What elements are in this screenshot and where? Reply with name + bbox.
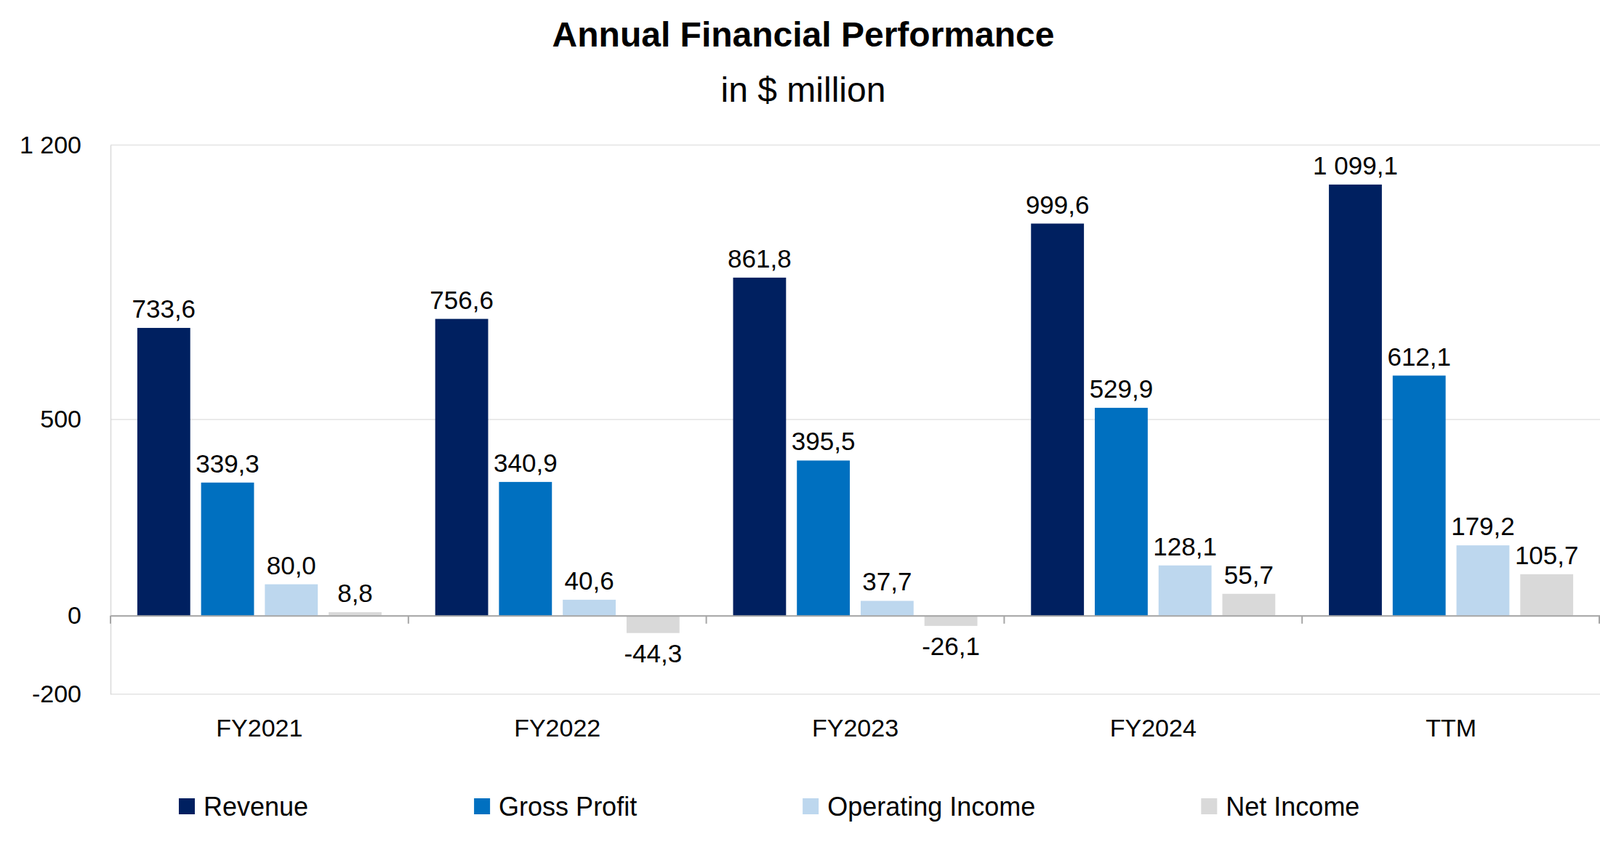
y-tick-label: 500 [39, 404, 82, 433]
bar [201, 482, 255, 616]
data-label: 1 099,1 [1312, 151, 1398, 180]
legend-swatch [473, 798, 490, 815]
x-tick-label: TTM [1425, 713, 1477, 742]
category-separator [705, 615, 708, 624]
bar [435, 319, 489, 616]
data-label: 612,1 [1387, 342, 1451, 371]
bar [562, 599, 616, 616]
data-label: 756,6 [429, 285, 494, 315]
data-label: 179,2 [1450, 511, 1515, 541]
bar [626, 615, 680, 634]
x-tick: FY2021 [215, 713, 303, 742]
y-tick-label: 1 200 [19, 130, 82, 159]
data-label: -44,3 [623, 638, 682, 668]
y-tick: 0 [67, 601, 111, 629]
data-label: 733,6 [131, 294, 196, 323]
legend-item: Operating Income [802, 791, 1036, 822]
bar [1094, 407, 1148, 616]
y-tick: 1 200 [19, 130, 111, 159]
bar [137, 327, 191, 616]
data-label: 999,6 [1025, 190, 1090, 219]
bar [1392, 375, 1446, 616]
legend-label: Gross Profit [498, 791, 637, 822]
data-label: 40,6 [564, 566, 615, 595]
series [328, 574, 1574, 634]
legend-label: Revenue [203, 791, 309, 822]
legend-item: Revenue [178, 791, 309, 822]
legend-swatch [802, 798, 819, 815]
series [137, 184, 1382, 616]
y-axis-line [110, 145, 112, 695]
data-label: 340,9 [493, 448, 558, 477]
bar [1520, 574, 1574, 616]
legend-swatch [178, 798, 195, 815]
y-tick-label: -200 [31, 679, 82, 708]
category-separator [1003, 615, 1005, 624]
bar [732, 277, 786, 616]
legend-item: Net Income [1200, 791, 1360, 822]
y-tick: -200 [31, 679, 111, 708]
data-label: 861,8 [727, 244, 792, 273]
bar [264, 584, 318, 616]
bar [1456, 545, 1510, 616]
bar [1328, 184, 1382, 616]
data-label: 55,7 [1224, 560, 1274, 589]
subtitle: in $ million [721, 70, 887, 110]
data-label: 529,9 [1089, 374, 1154, 403]
legend-label: Net Income [1225, 791, 1360, 822]
x-tick-label: FY2022 [513, 713, 601, 742]
series [264, 545, 1510, 616]
legend-label: Operating Income [827, 791, 1036, 822]
bar [498, 481, 552, 616]
chart: Annual Financial Performance in $ million… [0, 0, 1600, 847]
grid [110, 144, 1600, 694]
x-tick: TTM [1425, 713, 1477, 742]
category-separator [1598, 615, 1600, 624]
category-separator [407, 615, 410, 624]
data-label: -26,1 [921, 631, 980, 661]
bar [924, 615, 978, 626]
x-tick-label: FY2021 [215, 713, 303, 742]
x-tick: FY2024 [1110, 713, 1197, 742]
legend-swatch [1200, 798, 1217, 815]
series [201, 375, 1446, 616]
bar [860, 600, 914, 615]
data-label: 105,7 [1514, 540, 1579, 570]
y-axis: 1 200 500 0 -200 [19, 130, 112, 708]
x-axis: FY2021 FY2022 FY2023 FY2024 TTM [110, 615, 1600, 742]
data-labels: 733,6 756,6 861,8 999,6 1 099,1 339,3 340,9 395… [131, 151, 1579, 668]
x-tick-label: FY2023 [811, 713, 899, 742]
bar [1221, 593, 1276, 616]
legend-item: Gross Profit [473, 791, 637, 822]
title: Annual Financial Performance [552, 15, 1055, 54]
bar [1158, 565, 1212, 616]
y-tick: 500 [39, 404, 111, 433]
data-label: 80,0 [266, 551, 317, 580]
category-separator [109, 615, 112, 624]
data-label: 128,1 [1152, 532, 1217, 561]
data-label: 8,8 [337, 578, 373, 607]
y-tick-label: 0 [67, 601, 82, 629]
bar [796, 460, 850, 615]
x-tick-label: FY2024 [1110, 713, 1197, 742]
bar [328, 612, 382, 616]
bars [137, 184, 1574, 634]
grid-line [110, 144, 1600, 147]
category-separator [1301, 615, 1303, 624]
data-label: 395,5 [791, 426, 856, 456]
x-tick: FY2023 [811, 713, 899, 742]
x-axis-line [111, 614, 1600, 617]
grid-line [110, 693, 1600, 695]
legend: Revenue Gross Profit Operating Income Net I… [178, 791, 1360, 822]
data-label: 339,3 [195, 449, 260, 478]
data-label: 37,7 [862, 567, 912, 596]
bar [1030, 223, 1084, 616]
x-tick: FY2022 [513, 713, 601, 742]
